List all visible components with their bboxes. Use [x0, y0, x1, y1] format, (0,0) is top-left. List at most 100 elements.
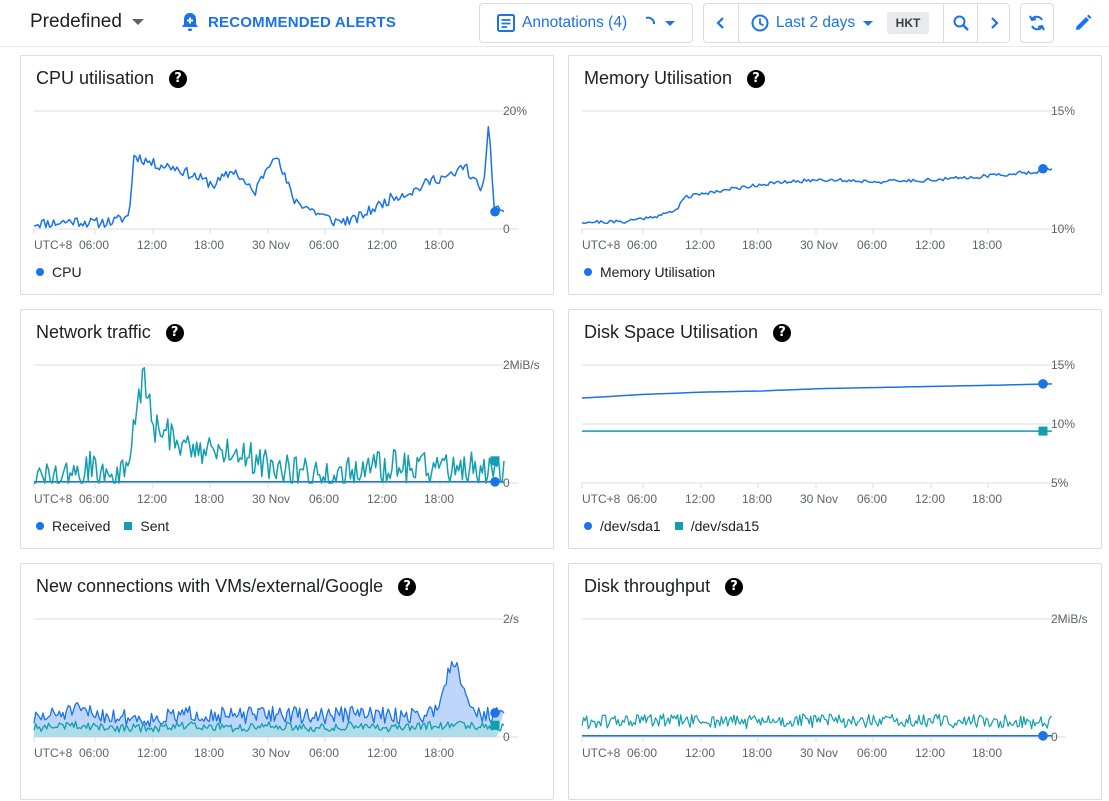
- legend-item[interactable]: Memory Utilisation: [584, 264, 715, 280]
- help-icon[interactable]: ?: [725, 577, 744, 596]
- legend-item[interactable]: Received: [36, 518, 110, 534]
- y-tick-label: 2/s: [503, 612, 519, 626]
- y-tick-label: 10%: [1051, 222, 1075, 236]
- legend-label: Received: [52, 518, 111, 534]
- next-range-button[interactable]: [978, 4, 1009, 42]
- x-tick-label: 06:00: [857, 746, 887, 760]
- x-tick-label: 06:00: [627, 492, 657, 506]
- x-tick-label: 12:00: [915, 492, 945, 506]
- chart-legend: /dev/sda1/dev/sda15: [584, 518, 773, 534]
- chevron-left-icon: [716, 17, 724, 29]
- recommended-alerts-button[interactable]: RECOMMENDED ALERTS: [180, 9, 396, 35]
- previous-range-button[interactable]: [704, 4, 738, 42]
- series-end-marker: [1038, 163, 1048, 174]
- help-icon[interactable]: ?: [169, 69, 188, 88]
- chart-legend: Memory Utilisation: [584, 264, 729, 280]
- legend-item[interactable]: /dev/sda15: [674, 518, 760, 534]
- y-tick-label: 15%: [1051, 358, 1075, 372]
- memory-chart[interactable]: 15% 10% UTC+8 06:00 12:00 18:00 30 Nov 06:00 12:…: [569, 56, 1103, 296]
- x-tick-label: 12:00: [685, 746, 715, 760]
- series-line-upper: [33, 660, 505, 728]
- legend-item[interactable]: Sent: [124, 518, 169, 534]
- time-range-dropdown-icon: [863, 20, 874, 26]
- series-end-marker: [1038, 731, 1048, 741]
- x-tick-label: 06:00: [857, 492, 887, 506]
- legend-label: Sent: [140, 518, 170, 534]
- series-end-marker: [490, 477, 500, 487]
- x-tick-label: 12:00: [915, 238, 945, 252]
- annotations-label: Annotations (4): [522, 14, 628, 31]
- x-tick-label: 18:00: [742, 238, 772, 252]
- x-tick-label: 12:00: [137, 746, 167, 760]
- legend-item[interactable]: /dev/sda1: [584, 518, 661, 534]
- y-tick-label: 0: [503, 222, 510, 236]
- disk-throughput-chart[interactable]: 2MiB/s 0 UTC+8 06:00 12:00 18:00 30 Nov 06:00 12…: [569, 564, 1103, 801]
- card-title-text: New connections with VMs/external/Google: [36, 576, 384, 596]
- x-tick-label: 18:00: [194, 238, 224, 252]
- x-tick-label: 06:00: [79, 492, 109, 506]
- cpu-chart[interactable]: 20% 0 UTC+8 06:00 12:00 18:00 30 Nov 06:00 12:00…: [21, 56, 555, 296]
- series-end-marker: [490, 708, 500, 718]
- y-tick-label: 0: [1051, 730, 1058, 744]
- y-tick-label: 5%: [1051, 476, 1069, 490]
- x-tick-label: 30 Nov: [800, 746, 838, 760]
- clock-icon: [751, 14, 769, 32]
- series-end-marker: [1038, 379, 1048, 389]
- x-tick-label: 06:00: [309, 238, 339, 252]
- dashboard-toolbar: Predefined RECOMMENDED ALERTS Annotation…: [0, 0, 1109, 47]
- x-tick-label: UTC+8: [582, 238, 621, 252]
- x-tick-label: 12:00: [367, 238, 397, 252]
- x-tick-label: 12:00: [367, 746, 397, 760]
- zoom-icon: [953, 15, 969, 31]
- legend-label: /dev/sda15: [690, 518, 760, 534]
- x-tick-label: 06:00: [79, 238, 109, 252]
- help-icon[interactable]: ?: [773, 323, 792, 342]
- disk-space-chart[interactable]: 15% 10% 5% UTC+8 06:00 12:00 18:00 30 Nov 06:00 1…: [569, 310, 1103, 550]
- y-tick-label: 0: [503, 476, 510, 490]
- card-title-text: Disk Space Utilisation: [584, 322, 759, 342]
- x-tick-label: 18:00: [742, 492, 772, 506]
- help-icon[interactable]: ?: [165, 323, 184, 342]
- card-title: Disk throughput?: [584, 576, 744, 597]
- legend-label: /dev/sda1: [600, 518, 661, 534]
- legend-label: Memory Utilisation: [600, 264, 716, 280]
- chart-legend: CPU: [36, 264, 96, 280]
- series-area-lower: [34, 721, 504, 737]
- x-tick-label: 18:00: [742, 746, 772, 760]
- series-line-memory-utilisation: [581, 167, 1053, 225]
- x-tick-label: 30 Nov: [800, 238, 838, 252]
- series-end-marker: [490, 206, 500, 217]
- y-tick-label: 2MiB/s: [503, 358, 540, 372]
- time-range-selector[interactable]: Last 2 days: [739, 4, 884, 42]
- x-tick-label: 12:00: [685, 238, 715, 252]
- series-end-marker: [490, 456, 500, 466]
- x-tick-label: 18:00: [424, 746, 454, 760]
- card-title-text: CPU utilisation: [36, 68, 155, 88]
- help-icon[interactable]: ?: [747, 69, 766, 88]
- network-chart[interactable]: 2MiB/s 0 UTC+8 06:00 12:00 18:00 30 Nov 06:00 12…: [21, 310, 555, 550]
- annotations-button[interactable]: Annotations (4): [479, 3, 693, 43]
- dropdown-caret-icon: [131, 19, 144, 25]
- x-tick-label: 30 Nov: [252, 746, 290, 760]
- pencil-icon: [1076, 14, 1092, 30]
- annotations-dropdown-icon: [665, 20, 676, 26]
- time-range-label: Last 2 days: [775, 14, 856, 31]
- legend-item[interactable]: CPU: [36, 264, 82, 280]
- timezone-badge[interactable]: HKT: [887, 12, 929, 34]
- series-end-marker: [1038, 426, 1048, 436]
- card-title-text: Network traffic: [36, 322, 151, 342]
- memory-utilisation-card: Memory Utilisation? 15% 10% UTC+8 06:00 12:0…: [568, 55, 1102, 295]
- edit-dashboard-button[interactable]: [1068, 3, 1098, 43]
- auto-refresh-button[interactable]: [1020, 3, 1054, 43]
- loading-spinner-icon: [645, 16, 656, 25]
- dashboard-selector-label: Predefined: [30, 11, 122, 32]
- help-icon[interactable]: ?: [398, 577, 417, 596]
- dashboard-selector[interactable]: Predefined: [30, 9, 144, 35]
- zoom-button[interactable]: [944, 4, 977, 42]
- x-tick-label: 30 Nov: [252, 238, 290, 252]
- connections-chart[interactable]: 2/s 0 UTC+8 06:00 12:00 18:00 30 Nov 06:00 12:00…: [21, 564, 555, 801]
- time-range-group: Last 2 days HKT: [703, 3, 1010, 43]
- card-title: Memory Utilisation?: [584, 68, 766, 89]
- card-title: CPU utilisation?: [36, 68, 188, 89]
- y-tick-label: 10%: [1051, 417, 1075, 431]
